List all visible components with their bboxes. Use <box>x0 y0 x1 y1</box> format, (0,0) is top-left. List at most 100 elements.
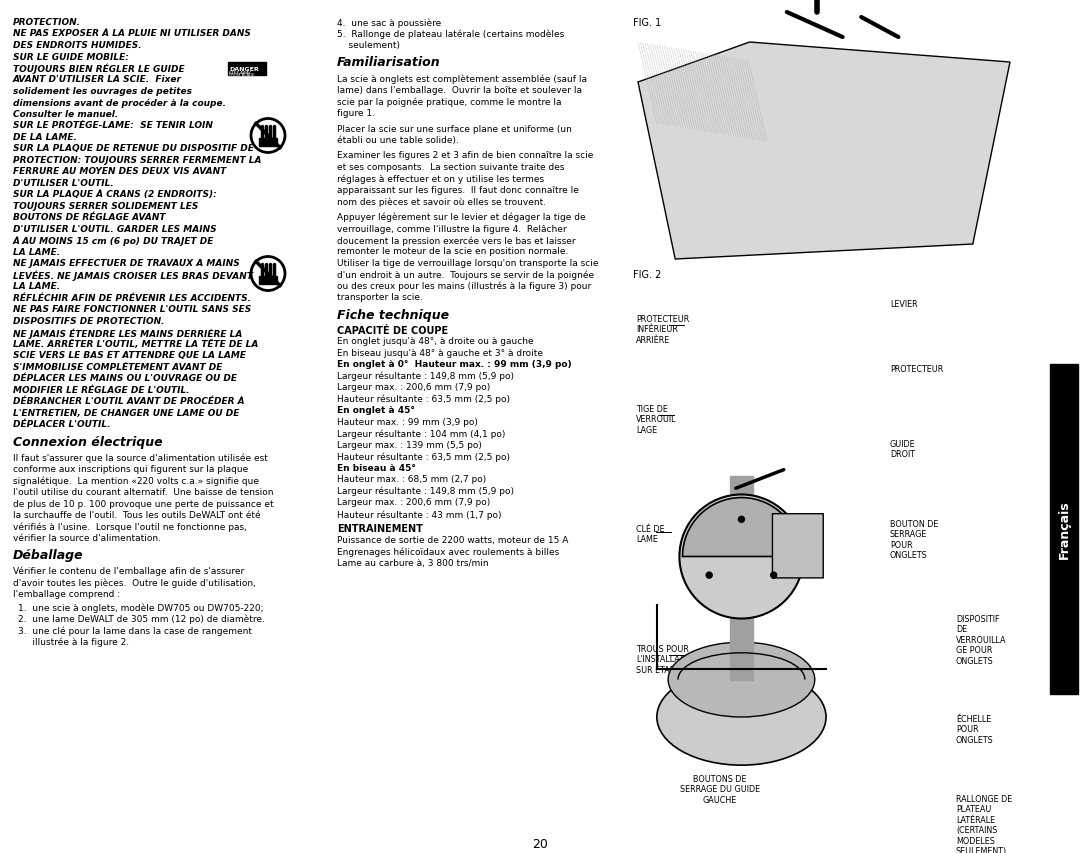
Text: nom des pièces et savoir où elles se trouvent.: nom des pièces et savoir où elles se tro… <box>337 197 546 206</box>
Text: Il faut s'assurer que la source d'alimentation utilisée est: Il faut s'assurer que la source d'alimen… <box>13 454 268 463</box>
Text: En onglet à 0°  Hauteur max. : 99 mm (3,9 po): En onglet à 0° Hauteur max. : 99 mm (3,9… <box>337 360 571 369</box>
Text: SUR LA PLAQUE À CRANS (2 ENDROITS):: SUR LA PLAQUE À CRANS (2 ENDROITS): <box>13 190 217 200</box>
Text: FROM BLADE: FROM BLADE <box>229 73 255 78</box>
Text: NE JAMAIS EFFECTUER DE TRAVAUX A MAINS: NE JAMAIS EFFECTUER DE TRAVAUX A MAINS <box>13 259 240 268</box>
Text: PROTECTION.: PROTECTION. <box>13 18 81 27</box>
Text: En biseau à 45°: En biseau à 45° <box>337 463 416 473</box>
Text: LEVÉES. NE JAMAIS CROISER LES BRAS DEVANT: LEVÉES. NE JAMAIS CROISER LES BRAS DEVAN… <box>13 270 253 281</box>
Text: LA LAME.: LA LAME. <box>13 247 60 257</box>
Text: FIG. 1: FIG. 1 <box>633 18 661 28</box>
Text: la surchauffe de l'outil.  Tous les outils DeWALT ont été: la surchauffe de l'outil. Tous les outil… <box>13 511 260 519</box>
Text: Déballage: Déballage <box>13 548 83 561</box>
Text: LAME. ARRÊTER L'OUTIL, METTRE LA TÊTE DE LA: LAME. ARRÊTER L'OUTIL, METTRE LA TÊTE DE… <box>13 339 258 349</box>
Text: SUR LE PROTÈGE-LAME:  SE TENIR LOIN: SUR LE PROTÈGE-LAME: SE TENIR LOIN <box>13 121 213 131</box>
Text: Français: Français <box>1057 500 1070 559</box>
Text: Hauteur résultante : 63,5 mm (2,5 po): Hauteur résultante : 63,5 mm (2,5 po) <box>337 395 510 404</box>
Text: TROUS POUR
L'INSTALLATION
SUR ÉTABLI: TROUS POUR L'INSTALLATION SUR ÉTABLI <box>636 644 699 674</box>
Wedge shape <box>683 498 800 557</box>
Bar <box>730 477 753 680</box>
Text: DÉPLACER LES MAINS OU L'OUVRAGE OU DE: DÉPLACER LES MAINS OU L'OUVRAGE OU DE <box>13 374 237 383</box>
Text: NE JAMAIS ÉTENDRE LES MAINS DERRIÈRE LA: NE JAMAIS ÉTENDRE LES MAINS DERRIÈRE LA <box>13 328 242 339</box>
Text: DISPOSITIF
DE
VERROUILLA
GE POUR
ONGLETS: DISPOSITIF DE VERROUILLA GE POUR ONGLETS <box>956 614 1007 664</box>
Text: Fiche technique: Fiche technique <box>337 309 449 322</box>
Circle shape <box>679 495 804 618</box>
Text: Largeur résultante : 104 mm (4,1 po): Largeur résultante : 104 mm (4,1 po) <box>337 429 505 438</box>
Text: BOUTON DE
SERRAGE
POUR
ONGLETS: BOUTON DE SERRAGE POUR ONGLETS <box>890 519 939 560</box>
FancyBboxPatch shape <box>772 514 823 578</box>
Text: LA LAME.: LA LAME. <box>13 282 60 291</box>
Text: PROTECTION: TOUJOURS SERRER FERMEMENT LA: PROTECTION: TOUJOURS SERRER FERMEMENT LA <box>13 156 261 165</box>
Text: lame) dans l'emballage.  Ouvrir la boîte et soulever la: lame) dans l'emballage. Ouvrir la boîte … <box>337 86 582 95</box>
Text: 1.  une scie à onglets, modèle DW705 ou DW705-220;: 1. une scie à onglets, modèle DW705 ou D… <box>18 603 264 612</box>
Text: réglages à effectuer et on y utilise les termes: réglages à effectuer et on y utilise les… <box>337 174 544 183</box>
Text: 2.  une lame DeWALT de 305 mm (12 po) de diamètre.: 2. une lame DeWALT de 305 mm (12 po) de … <box>18 614 265 624</box>
Text: solidement les ouvrages de petites: solidement les ouvrages de petites <box>13 87 192 96</box>
Circle shape <box>771 572 777 578</box>
Text: PROTECTEUR: PROTECTEUR <box>890 364 943 374</box>
Text: NE PAS EXPOSER À LA PLUIE NI UTILISER DANS: NE PAS EXPOSER À LA PLUIE NI UTILISER DA… <box>13 30 251 38</box>
Text: Connexion électrique: Connexion électrique <box>13 436 163 449</box>
Text: En onglet à 45°: En onglet à 45° <box>337 406 415 415</box>
Text: scie par la poignée pratique, comme le montre la: scie par la poignée pratique, comme le m… <box>337 97 562 107</box>
Bar <box>1050 364 1078 694</box>
Text: Engrenages hélicoïdaux avec roulements à billes: Engrenages hélicoïdaux avec roulements à… <box>337 547 559 556</box>
Text: Largeur max. : 139 mm (5,5 po): Largeur max. : 139 mm (5,5 po) <box>337 440 482 450</box>
Text: illustrée à la figure 2.: illustrée à la figure 2. <box>18 637 130 647</box>
Text: Appuyer légèrement sur le levier et dégager la tige de: Appuyer légèrement sur le levier et déga… <box>337 212 585 223</box>
Text: NE PAS FAIRE FONCTIONNER L'OUTIL SANS SES: NE PAS FAIRE FONCTIONNER L'OUTIL SANS SE… <box>13 305 252 314</box>
Text: établi ou une table solide).: établi ou une table solide). <box>337 136 459 145</box>
Text: Familiarisation: Familiarisation <box>337 56 441 69</box>
Bar <box>228 63 266 76</box>
Text: D'UTILISER L'OUTIL. GARDER LES MAINS: D'UTILISER L'OUTIL. GARDER LES MAINS <box>13 224 217 234</box>
Polygon shape <box>638 43 1010 259</box>
Text: 4.  une sac à poussière: 4. une sac à poussière <box>337 18 442 27</box>
Text: et ses composants.  La section suivante traite des: et ses composants. La section suivante t… <box>337 163 565 171</box>
Text: conforme aux inscriptions qui figurent sur la plaque: conforme aux inscriptions qui figurent s… <box>13 465 248 474</box>
Text: DISPOSITIFS DE PROTECTION.: DISPOSITIFS DE PROTECTION. <box>13 316 164 326</box>
Text: RALLONGE DE
PLATEAU
LATÉRALE
(CERTAINS
MODELES
SEULEMENT): RALLONGE DE PLATEAU LATÉRALE (CERTAINS M… <box>956 794 1012 853</box>
Bar <box>259 138 276 147</box>
Text: ÉCHELLE
POUR
ONGLETS: ÉCHELLE POUR ONGLETS <box>956 714 994 744</box>
Text: Largeur résultante : 149,8 mm (5,9 po): Largeur résultante : 149,8 mm (5,9 po) <box>337 486 514 496</box>
Text: doucement la pression exercée vers le bas et laisser: doucement la pression exercée vers le ba… <box>337 235 576 245</box>
Text: 5.  Rallonge de plateau latérale (certains modèles: 5. Rallonge de plateau latérale (certain… <box>337 30 564 39</box>
Text: Largeur max. : 200,6 mm (7,9 po): Largeur max. : 200,6 mm (7,9 po) <box>337 498 490 507</box>
Text: Hauteur résultante : 63,5 mm (2,5 po): Hauteur résultante : 63,5 mm (2,5 po) <box>337 452 510 461</box>
Circle shape <box>706 572 712 578</box>
Text: PROTECTEUR
INFÉRIEUR
ARRIÈRE: PROTECTEUR INFÉRIEUR ARRIÈRE <box>636 315 689 345</box>
Text: seulement): seulement) <box>337 41 400 50</box>
Text: DÉPLACER L'OUTIL.: DÉPLACER L'OUTIL. <box>13 420 110 429</box>
Text: l'emballage comprend :: l'emballage comprend : <box>13 589 120 598</box>
Text: BOUTONS DE
SERRAGE DU GUIDE
GAUCHE: BOUTONS DE SERRAGE DU GUIDE GAUCHE <box>680 774 760 804</box>
Text: Utiliser la tige de verrouillage lorsqu'on transporte la scie: Utiliser la tige de verrouillage lorsqu'… <box>337 258 598 268</box>
Ellipse shape <box>657 669 826 765</box>
Text: DE LA LAME.: DE LA LAME. <box>13 133 77 142</box>
Text: 3.  une clé pour la lame dans la case de rangement: 3. une clé pour la lame dans la case de … <box>18 626 252 635</box>
Text: vérifier la source d'alimentation.: vérifier la source d'alimentation. <box>13 534 161 543</box>
Text: AVANT D'UTILISER LA SCIE.  Fixer: AVANT D'UTILISER LA SCIE. Fixer <box>13 75 183 84</box>
Text: CLÉ DE
LAME: CLÉ DE LAME <box>636 525 664 543</box>
Text: TOUJOURS BIEN RÉGLER LE GUIDE: TOUJOURS BIEN RÉGLER LE GUIDE <box>13 64 185 74</box>
Text: SCIE VERS LE BAS ET ATTENDRE QUE LA LAME: SCIE VERS LE BAS ET ATTENDRE QUE LA LAME <box>13 351 246 360</box>
Text: D'UTILISER L'OUTIL.: D'UTILISER L'OUTIL. <box>13 179 113 188</box>
Text: SUR LA PLAQUE DE RETENUE DU DISPOSITIF DE: SUR LA PLAQUE DE RETENUE DU DISPOSITIF D… <box>13 144 254 154</box>
Text: Consulter le manuel.: Consulter le manuel. <box>13 110 118 119</box>
Text: Puissance de sortie de 2200 watts, moteur de 15 A: Puissance de sortie de 2200 watts, moteu… <box>337 536 568 544</box>
Text: S'IMMOBILISE COMPLÈTEMENT AVANT DE: S'IMMOBILISE COMPLÈTEMENT AVANT DE <box>13 363 222 372</box>
Text: apparaissant sur les figures.  Il faut donc connaître le: apparaissant sur les figures. Il faut do… <box>337 186 579 194</box>
Text: Examiner les figures 2 et 3 afin de bien connaître la scie: Examiner les figures 2 et 3 afin de bien… <box>337 151 593 160</box>
Text: Vérifier le contenu de l'emballage afin de s'assurer: Vérifier le contenu de l'emballage afin … <box>13 566 244 576</box>
Text: remonter le moteur de la scie en position normale.: remonter le moteur de la scie en positio… <box>337 247 568 256</box>
Text: DANGER: DANGER <box>229 67 259 72</box>
Text: Largeur max. : 200,6 mm (7,9 po): Largeur max. : 200,6 mm (7,9 po) <box>337 383 490 392</box>
Text: SUR LE GUIDE MOBILE:: SUR LE GUIDE MOBILE: <box>13 52 129 61</box>
Text: La scie à onglets est complètement assemblée (sauf la: La scie à onglets est complètement assem… <box>337 74 588 84</box>
Text: MODIFIER LE RÉGLAGE DE L'OUTIL.: MODIFIER LE RÉGLAGE DE L'OUTIL. <box>13 386 190 395</box>
Text: En onglet jusqu'à 48°, à droite ou à gauche: En onglet jusqu'à 48°, à droite ou à gau… <box>337 337 534 346</box>
Text: dimensions avant de procéder à la coupe.: dimensions avant de procéder à la coupe. <box>13 98 226 107</box>
Text: En biseau jusqu'à 48° à gauche et 3° à droite: En biseau jusqu'à 48° à gauche et 3° à d… <box>337 349 543 357</box>
Text: Placer la scie sur une surface plane et uniforme (un: Placer la scie sur une surface plane et … <box>337 125 572 133</box>
Text: l'outil utilise du courant alternatif.  Une baisse de tension: l'outil utilise du courant alternatif. U… <box>13 488 273 497</box>
Text: TOUJOURS SERRER SOLIDEMENT LES: TOUJOURS SERRER SOLIDEMENT LES <box>13 202 199 211</box>
Ellipse shape <box>669 642 814 717</box>
